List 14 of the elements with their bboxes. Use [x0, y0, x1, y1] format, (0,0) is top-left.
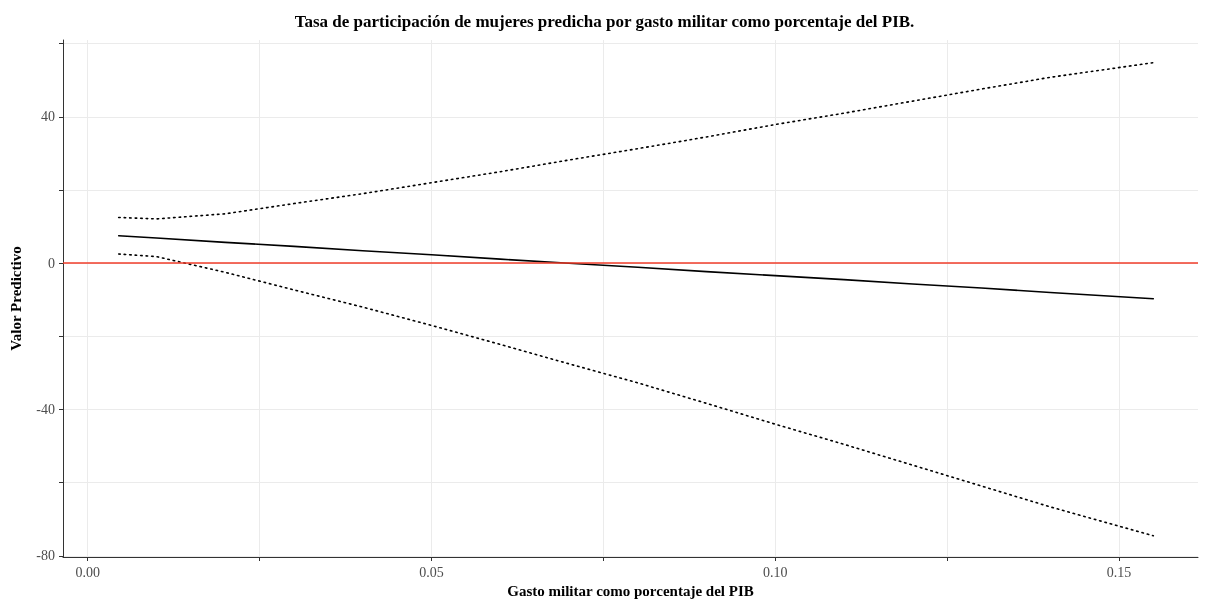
- y-tick-label: -80: [36, 548, 55, 564]
- x-tick-label: 0.05: [419, 564, 444, 580]
- chart-title: Tasa de participación de mujeres predicha por gasto militar como porcentaje del PIB.: [294, 12, 915, 31]
- line-series: [117, 234, 1155, 300]
- y-tick-label: 40: [41, 109, 55, 125]
- y-tick-label: 0: [48, 255, 55, 271]
- y-tick-label: -40: [36, 402, 55, 418]
- line-series: [117, 253, 1155, 537]
- x-tick-label: 0.10: [762, 564, 788, 580]
- y-axis-title: Valor Predictivo: [7, 246, 24, 351]
- line-series: [117, 61, 1155, 220]
- x-tick-label: 0.15: [1106, 564, 1132, 580]
- x-axis-title: Gasto militar como porcentaje del PIB: [507, 583, 754, 600]
- x-tick-label: 0.00: [75, 564, 100, 580]
